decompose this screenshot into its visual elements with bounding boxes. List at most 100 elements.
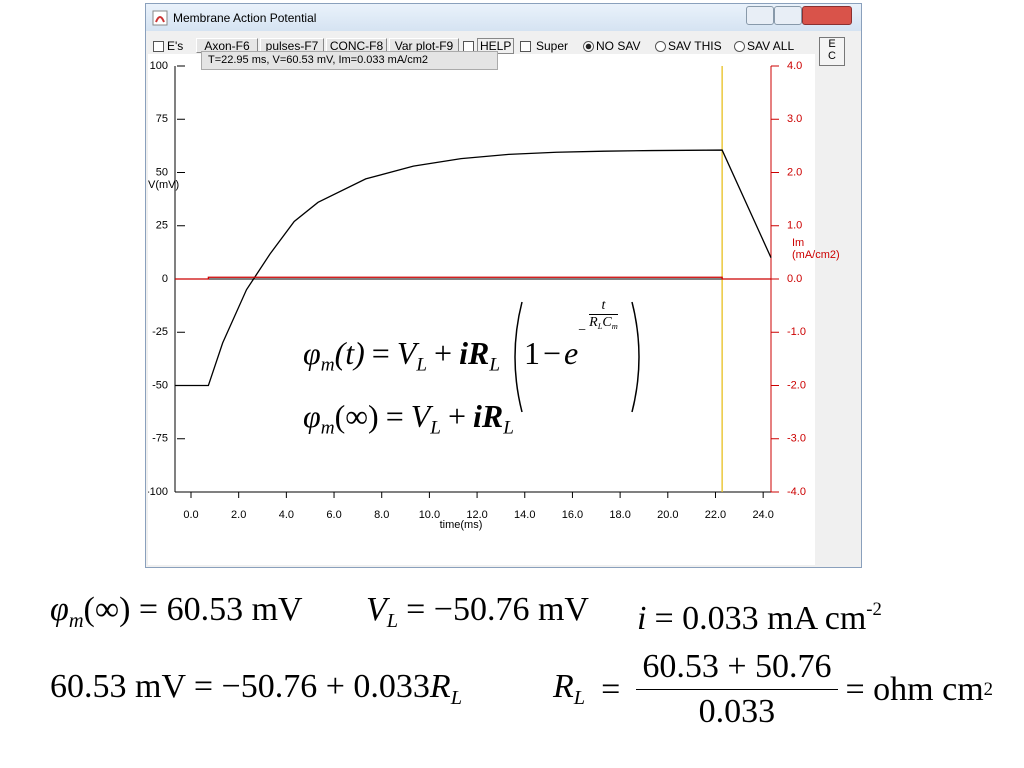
y2-tick-label: -2.0	[787, 379, 806, 391]
eq-token: = 0.033 mA cm	[654, 600, 867, 638]
var-plot-button[interactable]: Var plot-F9	[389, 38, 459, 53]
eq-token: =	[385, 398, 404, 434]
y2-tick-label: 1.0	[787, 220, 802, 232]
fraction: 60.53 + 50.76 0.033	[636, 645, 838, 734]
eq-token: +	[434, 335, 453, 371]
eq-token: L	[573, 687, 586, 710]
y-tick-label: -50	[152, 379, 168, 391]
axon-button[interactable]: Axon-F6	[196, 38, 258, 53]
app-window: Membrane Action Potential E's Axon-F6 pu…	[145, 3, 862, 568]
x-tick-label: 10.0	[419, 509, 440, 521]
es-label: E's	[167, 39, 184, 53]
eq-token: -2	[866, 599, 882, 620]
equation: i = 0.033 mA cm-2	[637, 588, 882, 641]
x-tick-label: 0.0	[183, 509, 198, 521]
eq-token: m	[611, 321, 618, 331]
eq-token: =	[601, 670, 621, 708]
eq-token: 60.53 + 50.76	[636, 645, 838, 690]
equation: 60.53 mV = −50.76 + 0.033RL	[50, 665, 462, 720]
close-button[interactable]	[802, 6, 852, 25]
series-line	[175, 149, 772, 387]
maximize-button[interactable]	[774, 6, 802, 25]
y-tick-label: 25	[156, 220, 168, 232]
x-tick-label: 18.0	[609, 509, 630, 521]
radio-label: NO SAV	[596, 39, 641, 53]
x-tick-label: 12.0	[466, 509, 487, 521]
radio-label: SAV THIS	[668, 39, 722, 53]
radio[interactable]	[655, 41, 666, 52]
eq-token: R	[589, 315, 598, 330]
y2-tick-label: -4.0	[787, 486, 806, 498]
equation: VL = −50.76 mV	[366, 588, 589, 643]
eq-token: L	[450, 687, 463, 710]
y-tick-label: -75	[152, 433, 168, 445]
eq-token: 2	[983, 678, 994, 700]
y2-axis-label: (mA/cm2)	[792, 249, 840, 261]
y2-tick-label: -1.0	[787, 326, 806, 338]
window-title: Membrane Action Potential	[173, 11, 317, 25]
radio[interactable]	[583, 41, 594, 52]
x-tick-label: 16.0	[562, 509, 583, 521]
app-icon	[152, 10, 168, 26]
eq-token: e	[564, 335, 579, 371]
super-label: Super	[536, 39, 569, 53]
x-tick-label: 14.0	[514, 509, 535, 521]
x-tick-label: 2.0	[231, 509, 246, 521]
x-axis-label: time(ms)	[440, 519, 483, 531]
paren	[514, 301, 523, 412]
eq-token: L	[416, 354, 428, 376]
eq-token: φ	[303, 398, 321, 434]
eq-token: L	[597, 321, 603, 331]
plot-panel	[148, 54, 815, 565]
denominator: RLCm	[589, 315, 618, 335]
eq-token: +	[447, 398, 466, 434]
equation: RL = 60.53 + 50.76 0.033 = ohm cm 2	[553, 645, 993, 734]
y2-tick-label: 0.0	[787, 273, 802, 285]
eq-token: m	[320, 354, 335, 376]
y2-tick-label: 3.0	[787, 113, 802, 125]
eq-token: = −50.76 mV	[406, 591, 589, 628]
eq-token: t	[589, 298, 618, 315]
eq-token: m	[68, 610, 84, 633]
eq-token: C	[602, 315, 612, 330]
super-checkbox[interactable]	[520, 41, 531, 52]
x-tick-label: 24.0	[752, 509, 773, 521]
minimize-button[interactable]	[746, 6, 774, 25]
eq-token: φ	[50, 591, 69, 628]
radio[interactable]	[734, 41, 745, 52]
y-tick-label: 100	[150, 60, 168, 72]
equation: φm(t) = VL + iRL 1−e− t RLCm	[303, 298, 648, 414]
fraction: t RLCm	[589, 298, 618, 335]
y2-tick-label: 4.0	[787, 60, 802, 72]
y-tick-label: -100	[146, 486, 168, 498]
ec-label: E	[828, 38, 836, 50]
eq-token: L	[503, 417, 514, 439]
y-tick-label: 50	[156, 166, 168, 178]
title-bar: Membrane Action Potential	[146, 4, 861, 31]
eq-token: −	[578, 323, 587, 338]
eq-token: =	[371, 335, 390, 371]
eq-token: φ	[303, 335, 321, 371]
equation: φm(∞) = 60.53 mV	[50, 588, 303, 643]
eq-token: L	[489, 354, 500, 376]
eq-token: (t)	[334, 335, 365, 371]
eq-token: iR	[473, 398, 504, 434]
y-axis-label: V(mV)	[148, 179, 179, 191]
eq-token: L	[386, 610, 399, 633]
eq-token: V	[396, 335, 417, 371]
y-tick-label: -25	[152, 326, 168, 338]
y2-tick-label: -3.0	[787, 433, 806, 445]
x-tick-label: 22.0	[705, 509, 726, 521]
y-tick-label: 0	[162, 273, 168, 285]
eq-token: 0.033	[698, 693, 776, 730]
eq-token: iR	[459, 335, 490, 371]
eq-token: (∞) = 60.53 mV	[83, 591, 303, 628]
ec-button[interactable]: E C	[819, 37, 845, 66]
eq-token: 60.53 mV = −50.76 + 0.033	[50, 668, 430, 705]
x-tick-label: 8.0	[374, 509, 389, 521]
y2-tick-label: 2.0	[787, 166, 802, 178]
readout: T=22.95 ms, V=60.53 mV, Im=0.033 mA/cm2	[201, 51, 498, 70]
es-checkbox[interactable]	[153, 41, 164, 52]
